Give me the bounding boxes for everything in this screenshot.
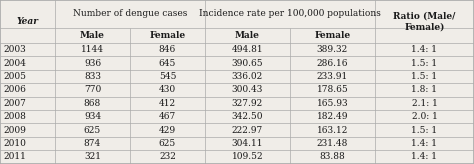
Text: 389.32: 389.32: [317, 45, 348, 54]
Text: 327.92: 327.92: [232, 99, 263, 108]
Text: 467: 467: [159, 112, 176, 121]
Text: 625: 625: [84, 126, 101, 135]
Text: 874: 874: [84, 139, 101, 148]
Text: Male: Male: [235, 31, 260, 40]
Text: 2008: 2008: [3, 112, 26, 121]
Text: Female: Female: [314, 31, 351, 40]
Text: 412: 412: [159, 99, 176, 108]
Text: 645: 645: [159, 59, 176, 68]
Text: 2010: 2010: [3, 139, 26, 148]
Text: 342.50: 342.50: [232, 112, 263, 121]
Text: 1144: 1144: [81, 45, 104, 54]
Text: 868: 868: [84, 99, 101, 108]
Text: 1.5: 1: 1.5: 1: [411, 72, 438, 81]
Text: 83.88: 83.88: [319, 152, 346, 161]
Text: 286.16: 286.16: [317, 59, 348, 68]
Text: 2007: 2007: [3, 99, 26, 108]
Text: 430: 430: [159, 85, 176, 94]
Text: 2.1: 1: 2.1: 1: [411, 99, 438, 108]
Text: 1.4: 1: 1.4: 1: [411, 152, 438, 161]
Text: 2.0: 1: 2.0: 1: [411, 112, 438, 121]
Text: 390.65: 390.65: [232, 59, 264, 68]
Text: 109.52: 109.52: [232, 152, 264, 161]
Text: 2003: 2003: [3, 45, 26, 54]
Text: 1.8: 1: 1.8: 1: [411, 85, 438, 94]
Text: 163.12: 163.12: [317, 126, 348, 135]
Text: 770: 770: [84, 85, 101, 94]
Text: 2006: 2006: [3, 85, 26, 94]
Text: 178.65: 178.65: [317, 85, 348, 94]
Text: 336.02: 336.02: [232, 72, 263, 81]
Text: 494.81: 494.81: [232, 45, 264, 54]
Text: 833: 833: [84, 72, 101, 81]
Text: 934: 934: [84, 112, 101, 121]
Text: 625: 625: [159, 139, 176, 148]
Text: 165.93: 165.93: [317, 99, 348, 108]
Text: 545: 545: [159, 72, 176, 81]
Text: 304.11: 304.11: [232, 139, 263, 148]
Text: 222.97: 222.97: [232, 126, 263, 135]
Text: 1.5: 1: 1.5: 1: [411, 126, 438, 135]
Text: Number of dengue cases: Number of dengue cases: [73, 10, 187, 19]
Text: 321: 321: [84, 152, 101, 161]
Text: 1.4: 1: 1.4: 1: [411, 45, 438, 54]
Text: 429: 429: [159, 126, 176, 135]
Text: 2011: 2011: [3, 152, 26, 161]
Text: 182.49: 182.49: [317, 112, 348, 121]
Text: Female: Female: [149, 31, 185, 40]
Text: 1.5: 1: 1.5: 1: [411, 59, 438, 68]
Text: 846: 846: [159, 45, 176, 54]
Text: 232: 232: [159, 152, 176, 161]
Text: 231.48: 231.48: [317, 139, 348, 148]
Text: 2009: 2009: [3, 126, 26, 135]
Text: 300.43: 300.43: [232, 85, 263, 94]
Text: Ratio (Male/
Female): Ratio (Male/ Female): [393, 11, 456, 31]
Text: Year: Year: [17, 17, 38, 26]
Text: Incidence rate per 100,000 populations: Incidence rate per 100,000 populations: [199, 10, 381, 19]
Text: 1.4: 1: 1.4: 1: [411, 139, 438, 148]
Text: 233.91: 233.91: [317, 72, 348, 81]
Text: 2004: 2004: [3, 59, 26, 68]
Text: 936: 936: [84, 59, 101, 68]
Text: 2005: 2005: [3, 72, 26, 81]
Text: Male: Male: [80, 31, 105, 40]
